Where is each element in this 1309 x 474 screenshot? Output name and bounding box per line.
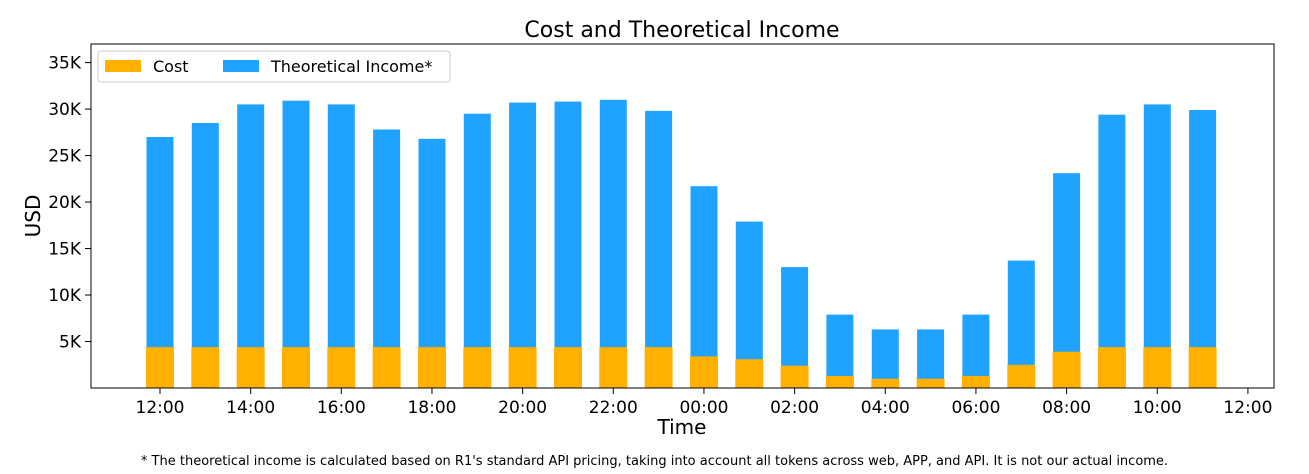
income-bar-5	[373, 129, 401, 388]
x-tick-label: 20:00	[498, 398, 547, 418]
income-bar-8	[509, 102, 537, 388]
bar-chart: Cost and Theoretical Income USD Time 5K 1…	[21, 18, 1275, 439]
income-bar-11	[645, 110, 673, 389]
cost-bar-19	[1007, 364, 1036, 388]
cost-bar-16	[871, 378, 900, 388]
x-tick-label: 02:00	[770, 398, 819, 418]
y-tick-label: 35K	[48, 54, 82, 74]
chart-title: Cost and Theoretical Income	[524, 18, 839, 43]
cost-bar-9	[554, 347, 582, 388]
legend-label-cost: Cost	[153, 57, 189, 76]
cost-bar-17	[916, 378, 945, 388]
income-bar-10	[599, 99, 627, 389]
y-tick-label: 10K	[48, 286, 82, 306]
x-tick-label: 16:00	[317, 398, 366, 418]
income-bar-12	[690, 186, 718, 388]
x-tick-label: 06:00	[951, 398, 1000, 418]
income-bar-22	[1143, 104, 1171, 389]
y-tick-label: 20K	[48, 193, 82, 213]
x-tick-label: 12:00	[136, 398, 185, 418]
y-axis-ticks: 5K 10K 15K 20K 25K 30K 35K	[48, 54, 91, 353]
x-tick-label: 00:00	[679, 398, 728, 418]
cost-bar-1	[191, 347, 220, 388]
legend-label-theoretical-income: Theoretical Income*	[270, 57, 432, 76]
y-tick-label: 15K	[48, 240, 82, 260]
x-tick-label: 10:00	[1133, 398, 1182, 418]
income-bar-2	[237, 104, 265, 389]
legend: Cost Theoretical Income*	[97, 50, 451, 83]
cost-bar-8	[508, 347, 537, 388]
x-tick-label: 18:00	[407, 398, 456, 418]
x-tick-label: 08:00	[1042, 398, 1091, 418]
x-tick-label: 22:00	[589, 398, 638, 418]
y-tick-label: 25K	[48, 147, 82, 167]
x-tick-label: 12:00	[1223, 398, 1272, 418]
cost-bar-23	[1188, 347, 1217, 388]
x-tick-label: 04:00	[861, 398, 910, 418]
cost-bar-7	[463, 347, 492, 388]
x-axis-label: Time	[657, 415, 707, 439]
cost-bar-21	[1097, 347, 1126, 388]
x-axis-ticks: 12:00 14:00 16:00 18:00 20:00 22:00 00:00 02:00…	[136, 388, 1272, 418]
cost-bar-2	[236, 347, 265, 388]
income-bar-15	[826, 314, 854, 388]
chart-footnote: * The theoretical income is calculated b…	[140, 454, 1169, 469]
income-bar-7	[463, 113, 491, 388]
cost-bar-10	[599, 347, 628, 388]
cost-bar-6	[418, 347, 446, 388]
income-bar-1	[191, 123, 219, 388]
y-tick-label: 5K	[59, 333, 82, 353]
income-bar-4	[327, 104, 355, 389]
income-bar-23	[1189, 110, 1217, 388]
income-bar-21	[1098, 114, 1126, 388]
plot-frame	[90, 43, 1275, 389]
cost-bar-18	[961, 375, 990, 388]
y-tick-label: 30K	[48, 100, 82, 120]
income-bar-18	[962, 314, 990, 388]
cost-bar-11	[644, 347, 673, 388]
legend-box	[97, 50, 451, 83]
cost-bar-5	[372, 347, 401, 388]
cost-bar-4	[327, 347, 356, 388]
income-bar-17	[917, 329, 945, 388]
income-bar-3	[282, 100, 310, 388]
cost-bar-22	[1143, 347, 1172, 388]
cost-bar-3	[282, 347, 310, 388]
income-bar-16	[871, 329, 899, 388]
cost-bar-14	[780, 365, 809, 388]
cost-bar-12	[690, 356, 718, 388]
cost-bar-13	[735, 359, 764, 388]
income-bar-6	[418, 138, 446, 388]
cost-bar-0	[146, 347, 174, 388]
cost-bar-20	[1052, 351, 1081, 388]
y-axis-label: USD	[21, 195, 45, 238]
legend-swatch-cost	[105, 60, 141, 72]
x-tick-label: 14:00	[226, 398, 275, 418]
income-bar-0	[146, 137, 174, 388]
income-bar-9	[554, 101, 582, 388]
legend-swatch-theoretical-income	[223, 60, 259, 72]
bars-group	[146, 99, 1217, 389]
cost-bar-15	[825, 375, 854, 388]
